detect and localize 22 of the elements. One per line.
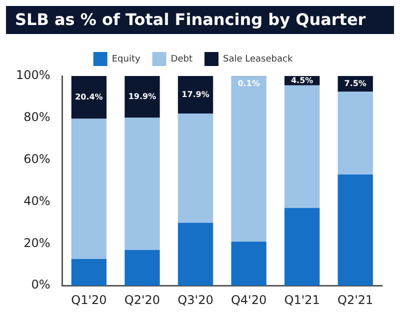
data-label: 19.9%	[128, 92, 156, 101]
x-tick-label: Q4'20	[230, 292, 267, 307]
x-tick-label: Q1'20	[71, 292, 107, 307]
data-label: 17.9%	[182, 90, 210, 99]
y-tick-label: 80%	[24, 110, 50, 124]
y-tick-label: 100%	[16, 68, 50, 82]
data-label: 4.5%	[290, 76, 314, 85]
y-tick-label: 20%	[24, 236, 50, 250]
y-tick-label: 60%	[24, 152, 50, 166]
data-label: 20.4%	[75, 92, 103, 102]
y-tick-label: 0%	[31, 278, 50, 292]
y-tick-label: 40%	[24, 194, 50, 208]
x-tick-label: Q2'21	[338, 292, 374, 307]
legend-label: Equity	[112, 54, 141, 64]
data-label: 7.5%	[344, 78, 366, 88]
data-label: 0.1%	[238, 79, 260, 88]
legend-label: Sale Leaseback	[223, 54, 294, 64]
x-tick-label: Q3'20	[178, 292, 214, 307]
legend-label: Debt	[170, 54, 193, 64]
x-tick-label: Q1'21	[284, 292, 320, 307]
x-tick-label: Q2'20	[124, 292, 160, 307]
chart-title: SLB as % of Total Financing by Quarter	[6, 6, 394, 34]
